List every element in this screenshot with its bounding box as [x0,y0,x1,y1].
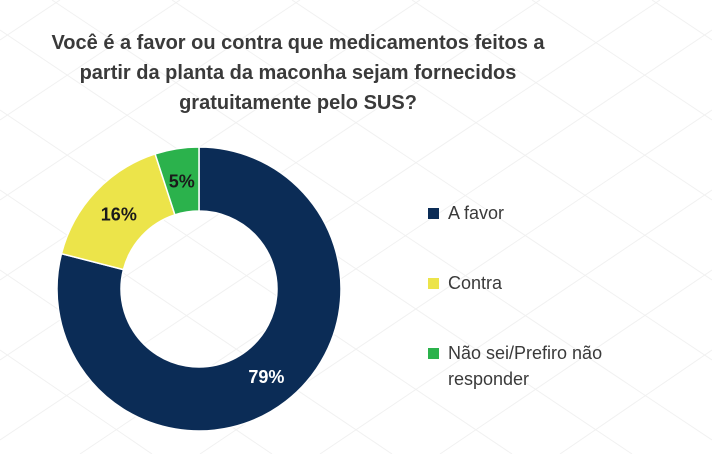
slice-a-favor [56,146,342,432]
chart-title-line-3: gratuitamente pelo SUS? [179,92,417,114]
chart-title-line-1: Você é a favor ou contra que medicamento… [51,32,545,54]
data-label-contra: 16% [101,205,137,225]
data-label-nao-sei: 5% [169,171,195,191]
legend-item-contra: Contra [428,270,648,296]
chart-title-line-2: partir da planta da maconha sejam fornec… [79,62,517,84]
chart-title: Você é a favor ou contra que medicamento… [0,28,596,118]
legend-label-a-favor: A favor [448,203,505,223]
data-label-a-favor: 79% [248,367,284,387]
legend-label-contra: Contra [448,273,503,293]
legend-item-nao-sei: Não sei/Prefiro não responder [428,340,638,392]
legend-swatch-contra [428,278,439,289]
legend-swatch-nao-sei [428,348,439,359]
legend-label-nao-sei: Não sei/Prefiro não responder [448,343,603,389]
legend-swatch-a-favor [428,208,439,219]
slice-nao-sei [154,146,200,216]
legend-item-a-favor: A favor [428,200,648,226]
